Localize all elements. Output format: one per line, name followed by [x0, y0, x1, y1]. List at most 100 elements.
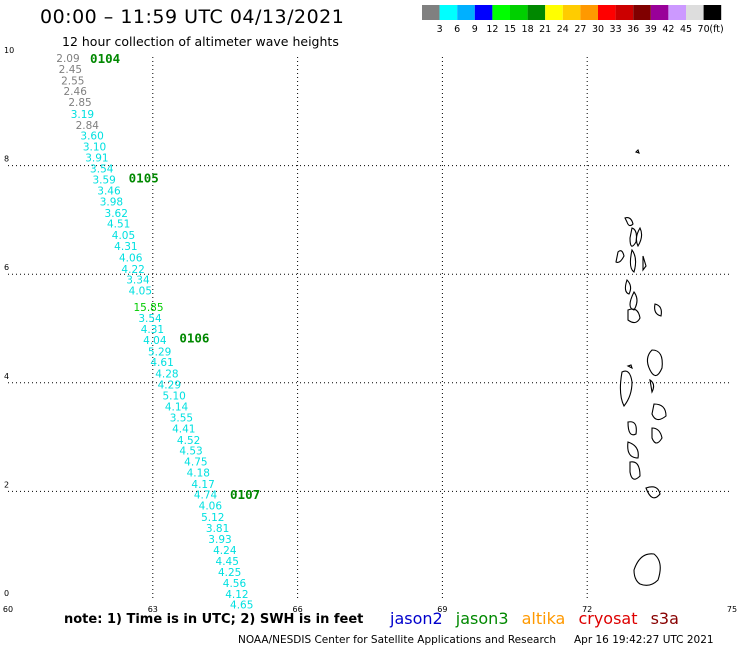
- wave-height-value: 4.31: [114, 241, 137, 253]
- color-scale-legend: 3 6 9 12 15 18 21 24 27 30 33 36 39 42 45 70 (ft): [422, 5, 724, 35]
- wave-height-value: 3.91: [85, 152, 108, 164]
- island-outline: [634, 148, 640, 154]
- credit-text: NOAA/NESDIS Center for Satellite Applica…: [238, 634, 556, 646]
- axis-tick-labels: 60 63 66 69 72 75 0 2 4 6 8 10: [3, 46, 737, 614]
- island-outline: [615, 250, 625, 263]
- wave-height-value: 4.12: [225, 589, 248, 601]
- wave-height-value: 3.46: [97, 186, 121, 198]
- wave-height-value: 4.41: [172, 423, 195, 435]
- colorbar-label: 24: [557, 24, 569, 35]
- colorbar-swatch: [686, 5, 704, 20]
- wave-height-value: 4.14: [165, 402, 189, 414]
- wave-height-value: 4.17: [191, 479, 214, 491]
- colorbar-label: 30: [592, 24, 604, 35]
- colorbar-label: 12: [486, 24, 498, 35]
- colorbar-label: 70: [698, 24, 710, 35]
- island-outline: [626, 364, 633, 370]
- colorbar-label: 42: [662, 24, 674, 35]
- wave-height-value: 4.31: [141, 324, 164, 336]
- wave-height-value: 3.55: [170, 413, 193, 425]
- colorbar-swatch: [650, 5, 669, 20]
- colorbar-swatch: [457, 5, 475, 20]
- wave-height-value: 4.65: [230, 599, 253, 611]
- credit-line: NOAA/NESDIS Center for Satellite Applica…: [238, 634, 714, 646]
- island-outline: [649, 378, 655, 394]
- wave-height-value: 3.54: [138, 313, 162, 325]
- legend-jason2: jason2: [390, 609, 443, 628]
- wave-height-value: 5.29: [148, 346, 171, 358]
- wave-height-value: 3.54: [90, 163, 114, 175]
- wave-height-value: 5.10: [162, 390, 185, 402]
- colorbar-swatch: [492, 5, 510, 20]
- generated-timestamp: Apr 16 19:42:27 UTC 2021: [574, 634, 714, 646]
- wave-height-value: 4.51: [107, 219, 130, 231]
- colorbar-swatch: [562, 5, 581, 20]
- y-tick-label: 4: [4, 372, 9, 381]
- wave-height-value: 2.46: [64, 86, 88, 98]
- island-outline: [633, 553, 661, 586]
- wave-height-value: 2.55: [61, 75, 84, 87]
- wave-height-value: 4.56: [223, 578, 247, 590]
- colorbar-label: 33: [610, 24, 622, 35]
- wave-height-value: 4.29: [158, 379, 181, 391]
- colorbar-label: 18: [522, 24, 534, 35]
- colorbar-label: 45: [680, 24, 692, 35]
- legend-s3a: s3a: [650, 609, 679, 628]
- pass-time-label: 0107: [230, 487, 260, 502]
- wave-height-value: 4.75: [184, 457, 207, 469]
- satellite-legend: jason2 jason3 altika cryosat s3a: [390, 609, 687, 628]
- coastline-maldives: [615, 148, 667, 586]
- colorbar-label: 9: [472, 24, 478, 35]
- wave-height-value: 2.09: [56, 53, 79, 65]
- wave-height-value: 4.18: [187, 467, 210, 479]
- legend-altika: altika: [521, 609, 566, 628]
- island-outline: [619, 370, 633, 408]
- wave-height-value: 4.61: [150, 357, 173, 369]
- island-outline: [651, 427, 663, 444]
- wave-height-value: 3.93: [208, 534, 231, 546]
- colorbar-swatch: [545, 5, 563, 20]
- colorbar-label: 6: [454, 24, 460, 35]
- colorbar-swatch: [422, 5, 440, 20]
- island-outline: [635, 226, 643, 248]
- wave-height-value: 3.98: [100, 196, 123, 208]
- colorbar-swatch: [668, 5, 686, 20]
- wave-height-value: 3.34: [126, 275, 150, 287]
- wave-height-value: 3.62: [105, 208, 128, 220]
- wave-height-value: 5.12: [201, 512, 224, 524]
- legend-cryosat: cryosat: [578, 609, 638, 628]
- island-outline: [629, 248, 637, 273]
- y-tick-label: 10: [4, 46, 14, 55]
- island-outline: [624, 217, 634, 227]
- island-outline: [627, 421, 637, 436]
- x-tick-label: 60: [3, 605, 13, 614]
- wave-height-value: 4.04: [143, 335, 167, 347]
- colorbar-label: 36: [627, 24, 639, 35]
- wave-height-value: 2.85: [68, 97, 91, 109]
- legend-jason3: jason3: [455, 609, 509, 628]
- wave-height-value: 4.06: [119, 252, 143, 264]
- grid-lines: [8, 57, 732, 600]
- colorbar-swatch: [474, 5, 493, 20]
- x-tick-label: 75: [727, 605, 737, 614]
- island-outline: [646, 349, 663, 377]
- colorbar-swatch: [633, 5, 651, 20]
- colorbar-swatch: [439, 5, 458, 20]
- wave-height-value: 4.74: [194, 490, 218, 502]
- wave-height-value: 3.59: [92, 175, 115, 187]
- x-tick-label: 63: [148, 605, 158, 614]
- x-tick-label: 69: [437, 605, 447, 614]
- wave-height-value: 4.22: [121, 264, 144, 276]
- wave-height-value: 4.25: [218, 567, 241, 579]
- island-outline: [642, 255, 647, 272]
- colorbar-swatch: [598, 5, 616, 20]
- wave-height-value: 3.81: [206, 523, 229, 535]
- colorbar-label: 15: [504, 24, 516, 35]
- island-outline: [624, 278, 632, 295]
- colorbar-swatch: [615, 5, 634, 20]
- map-title: 00:00 – 11:59 UTC 04/13/2021: [40, 6, 345, 28]
- wave-height-value: 3.19: [71, 109, 94, 121]
- island-outline: [645, 486, 661, 499]
- colorbar-swatch: [527, 5, 546, 20]
- pass-time-label: 0104: [90, 51, 120, 66]
